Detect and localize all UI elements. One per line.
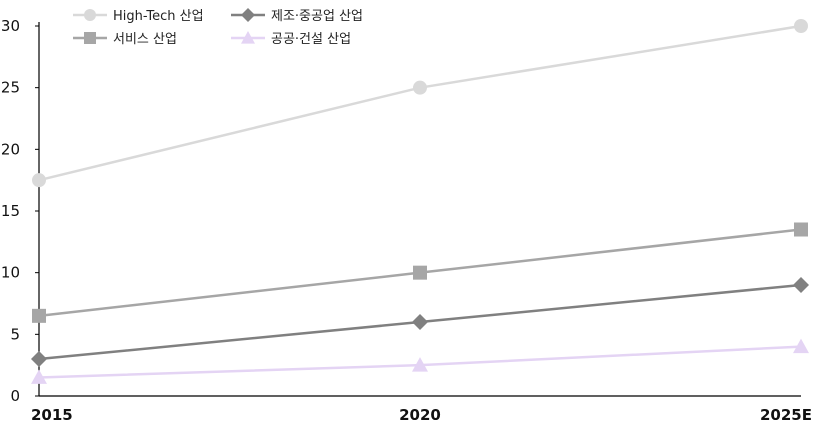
legend-item: 서비스 산업: [73, 32, 177, 47]
y-tick-label: 5: [10, 325, 20, 343]
legend-item: 제조·중공업 산업: [231, 8, 363, 24]
legend-label: 서비스 산업: [113, 32, 177, 47]
axes: [38, 22, 801, 397]
series-3: [31, 338, 809, 384]
data-point: [793, 338, 809, 354]
x-tick-label: 2025E: [760, 406, 812, 424]
series-1: [31, 277, 809, 367]
series-line: [38, 24, 802, 182]
y-tick-label: 10: [1, 264, 20, 282]
series-layer: [31, 19, 809, 384]
data-point: [794, 222, 808, 237]
data-point: [31, 369, 47, 384]
y-tick-labels: 0 5 10 15 20 25 30: [1, 17, 39, 405]
data-point: [413, 80, 427, 95]
x-tick-labels: 2015 2020 2025E: [31, 406, 812, 424]
data-point: [793, 277, 809, 293]
legend-item: 공공·건설 산업: [231, 31, 351, 47]
legend-item: High-Tech 산업: [73, 9, 204, 24]
legend-marker: [84, 9, 96, 21]
series-2: [32, 222, 808, 323]
y-tick-label: 0: [10, 387, 20, 405]
legend-label: 제조·중공업 산업: [271, 9, 363, 24]
y-tick-label: 20: [1, 140, 20, 158]
data-point: [412, 314, 428, 330]
data-point: [794, 19, 808, 33]
data-point: [32, 308, 46, 323]
x-tick-label: 2015: [31, 406, 73, 424]
x-tick-label: 2020: [399, 406, 441, 424]
y-tick-label: 30: [1, 17, 20, 35]
data-point: [412, 357, 428, 372]
legend-marker: [241, 31, 255, 44]
legend-marker: [84, 32, 96, 44]
data-point: [32, 173, 46, 188]
data-point: [413, 265, 427, 280]
legend-label: 공공·건설 산업: [271, 32, 351, 47]
legend-marker: [241, 8, 255, 22]
data-point: [31, 351, 47, 367]
series-0: [32, 19, 808, 188]
y-tick-label: 15: [1, 202, 20, 220]
legend-label: High-Tech 산업: [113, 9, 204, 24]
y-tick-label: 25: [1, 79, 20, 97]
